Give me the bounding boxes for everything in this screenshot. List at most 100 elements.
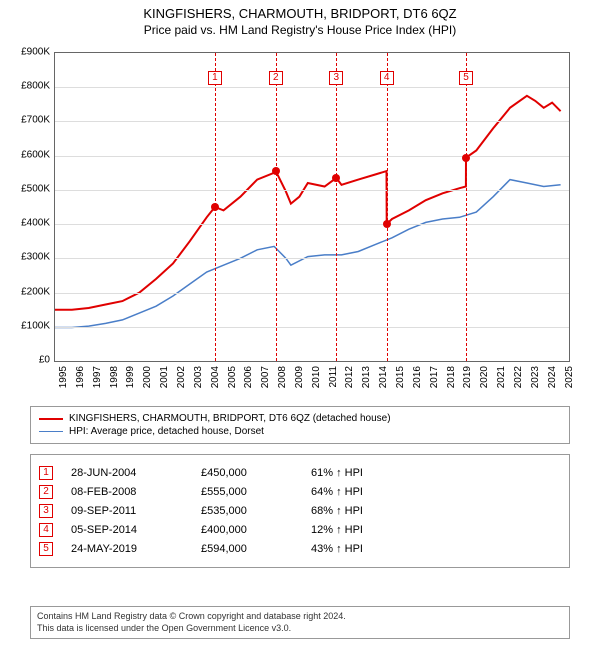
- chart-container: { "title": "KINGFISHERS, CHARMOUTH, BRID…: [0, 6, 600, 656]
- x-axis-label: 2019: [462, 366, 473, 388]
- x-axis-label: 2001: [159, 366, 170, 388]
- event-change: 68% ↑ HPI: [311, 505, 561, 517]
- x-axis-label: 2009: [294, 366, 305, 388]
- event-date: 05-SEP-2014: [71, 524, 201, 536]
- y-axis-label: £300K: [4, 252, 50, 263]
- event-row: 2 08-FEB-2008£555,00064% ↑ HPI: [39, 485, 561, 499]
- gridline: [55, 121, 569, 122]
- event-price: £450,000: [201, 467, 311, 479]
- x-axis-label: 2007: [260, 366, 271, 388]
- x-axis-label: 2022: [513, 366, 524, 388]
- sale-marker-box: 2: [269, 71, 283, 85]
- sale-vline: [387, 53, 388, 361]
- x-axis-label: 2012: [344, 366, 355, 388]
- chart-title: KINGFISHERS, CHARMOUTH, BRIDPORT, DT6 6Q…: [0, 6, 600, 21]
- y-axis-label: £800K: [4, 81, 50, 92]
- x-axis-label: 2025: [564, 366, 575, 388]
- sale-marker-box: 3: [329, 71, 343, 85]
- event-row: 4 05-SEP-2014£400,00012% ↑ HPI: [39, 523, 561, 537]
- x-axis-label: 1996: [75, 366, 86, 388]
- x-axis-label: 2023: [530, 366, 541, 388]
- sale-dot: [462, 154, 470, 162]
- event-row: 3 09-SEP-2011£535,00068% ↑ HPI: [39, 504, 561, 518]
- gridline: [55, 327, 569, 328]
- x-axis-label: 2021: [496, 366, 507, 388]
- event-change: 43% ↑ HPI: [311, 543, 561, 555]
- x-axis-label: 2004: [210, 366, 221, 388]
- legend-label: HPI: Average price, detached house, Dors…: [69, 426, 264, 437]
- x-axis-label: 2005: [227, 366, 238, 388]
- sale-vline: [466, 53, 467, 361]
- x-axis-label: 2008: [277, 366, 288, 388]
- gridline: [55, 87, 569, 88]
- event-date: 08-FEB-2008: [71, 486, 201, 498]
- x-axis-label: 2020: [479, 366, 490, 388]
- event-date: 28-JUN-2004: [71, 467, 201, 479]
- event-index-box: 4: [39, 523, 53, 537]
- x-axis-label: 2003: [193, 366, 204, 388]
- x-axis-label: 1997: [92, 366, 103, 388]
- footer-line: Contains HM Land Registry data © Crown c…: [37, 611, 563, 623]
- sale-marker-box: 4: [380, 71, 394, 85]
- x-axis-label: 2014: [378, 366, 389, 388]
- x-axis-label: 2011: [328, 366, 339, 388]
- footer: Contains HM Land Registry data © Crown c…: [30, 606, 570, 639]
- y-axis-label: £600K: [4, 149, 50, 160]
- plot-area: 1 2 3 4 5: [54, 52, 570, 362]
- series-line-hpi: [55, 180, 561, 328]
- x-axis-label: 2016: [412, 366, 423, 388]
- event-change: 12% ↑ HPI: [311, 524, 561, 536]
- event-index-box: 1: [39, 466, 53, 480]
- sale-vline: [276, 53, 277, 361]
- x-axis-label: 2002: [176, 366, 187, 388]
- event-price: £555,000: [201, 486, 311, 498]
- sale-dot: [211, 203, 219, 211]
- x-axis-label: 2017: [429, 366, 440, 388]
- event-price: £535,000: [201, 505, 311, 517]
- event-price: £594,000: [201, 543, 311, 555]
- event-row: 5 24-MAY-2019£594,00043% ↑ HPI: [39, 542, 561, 556]
- event-index-box: 5: [39, 542, 53, 556]
- sale-dot: [272, 167, 280, 175]
- legend-row: KINGFISHERS, CHARMOUTH, BRIDPORT, DT6 6Q…: [39, 413, 561, 424]
- x-axis-label: 2006: [243, 366, 254, 388]
- x-axis-label: 1995: [58, 366, 69, 388]
- sale-vline: [336, 53, 337, 361]
- sale-marker-box: 5: [459, 71, 473, 85]
- y-axis-label: £900K: [4, 47, 50, 58]
- event-price: £400,000: [201, 524, 311, 536]
- event-date: 09-SEP-2011: [71, 505, 201, 517]
- gridline: [55, 190, 569, 191]
- gridline: [55, 156, 569, 157]
- x-axis-label: 1999: [125, 366, 136, 388]
- x-axis-label: 2000: [142, 366, 153, 388]
- x-axis-label: 2018: [446, 366, 457, 388]
- series-line-price_paid: [55, 96, 561, 310]
- event-row: 128-JUN-2004£450,00061% ↑ HPI: [39, 466, 561, 480]
- chart-subtitle: Price paid vs. HM Land Registry's House …: [0, 23, 600, 37]
- y-axis-label: £100K: [4, 320, 50, 331]
- gridline: [55, 293, 569, 294]
- sale-marker-box: 1: [208, 71, 222, 85]
- event-index-box: 3: [39, 504, 53, 518]
- y-axis-label: £400K: [4, 218, 50, 229]
- events-table: 128-JUN-2004£450,00061% ↑ HPI208-FEB-200…: [30, 454, 570, 568]
- legend-label: KINGFISHERS, CHARMOUTH, BRIDPORT, DT6 6Q…: [69, 413, 391, 424]
- gridline: [55, 224, 569, 225]
- line-svg: [55, 53, 569, 361]
- event-index-box: 2: [39, 485, 53, 499]
- sale-dot: [383, 220, 391, 228]
- event-date: 24-MAY-2019: [71, 543, 201, 555]
- gridline: [55, 258, 569, 259]
- footer-line: This data is licensed under the Open Gov…: [37, 623, 563, 635]
- legend: KINGFISHERS, CHARMOUTH, BRIDPORT, DT6 6Q…: [30, 406, 570, 444]
- sale-dot: [332, 174, 340, 182]
- x-axis-label: 2013: [361, 366, 372, 388]
- y-axis-label: £0: [4, 355, 50, 366]
- x-axis-label: 2015: [395, 366, 406, 388]
- y-axis-label: £500K: [4, 183, 50, 194]
- x-axis-label: 1998: [109, 366, 120, 388]
- event-change: 64% ↑ HPI: [311, 486, 561, 498]
- legend-row: HPI: Average price, detached house, Dors…: [39, 426, 561, 437]
- y-axis-label: £700K: [4, 115, 50, 126]
